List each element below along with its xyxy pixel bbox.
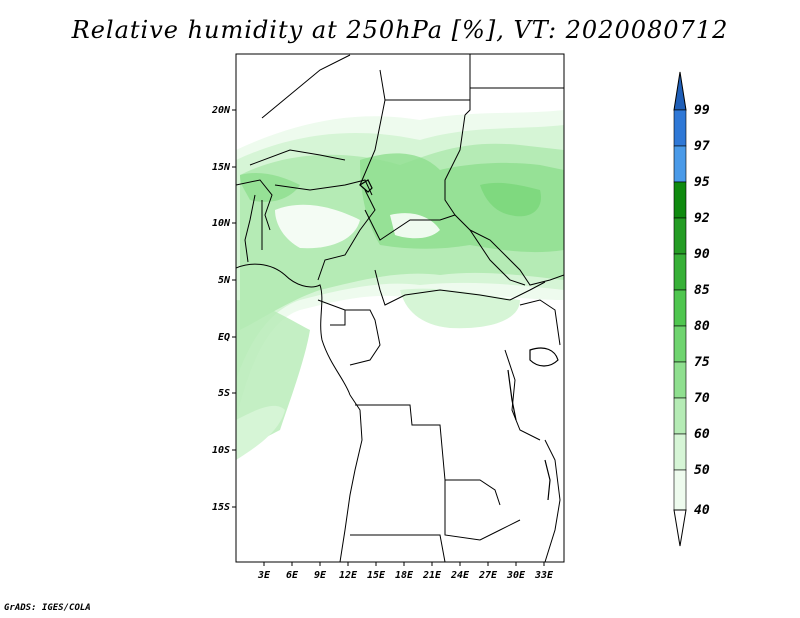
border-west-africa-2: [244, 194, 256, 263]
lat-tick-label: 15S: [212, 502, 230, 513]
border-libya-niger: [359, 69, 386, 186]
lon-tick-label: 18E: [395, 570, 414, 581]
lon-tick-label: 30E: [506, 570, 526, 581]
lon-tick-label: 15E: [367, 570, 386, 581]
lon-tick-label: 24E: [450, 570, 470, 581]
colorbar-label: 75: [694, 355, 710, 370]
colorbar-label: 95: [694, 175, 710, 190]
colorbar-label: 40: [694, 503, 710, 518]
colorbar-segment: [673, 325, 687, 363]
lat-tick-label: EQ: [218, 332, 230, 343]
lon-tick-label: 3E: [257, 570, 271, 581]
border-car-drc: [374, 269, 546, 306]
colorbar-segment: [673, 469, 687, 511]
humidity-field: [236, 54, 564, 562]
borders: [236, 54, 564, 562]
colorbar-segment: [673, 109, 687, 147]
colorbar-segment: [673, 217, 687, 255]
colorbar-segment: [673, 181, 687, 219]
lake-victoria: [529, 347, 559, 367]
map-frame: [235, 53, 565, 563]
border-chad-car: [364, 209, 526, 286]
border-chad-sudan: [444, 114, 466, 216]
lon-tick-label: 33E: [534, 570, 554, 581]
border-egypt-sudan: [464, 54, 471, 116]
rh-50-southwest: [236, 405, 285, 460]
border-niger-nigeria: [274, 179, 373, 196]
coast-gulf-of-guinea: [236, 263, 351, 396]
colorbar-segment: [673, 361, 687, 399]
lake-tanganyika: [507, 369, 517, 421]
colorbar-label: 50: [694, 463, 710, 478]
coast-east: [544, 439, 561, 562]
lake-chad: [358, 179, 373, 193]
colorbar-label: 90: [694, 247, 710, 262]
rh-40-congo: [400, 288, 520, 329]
lon-tick-label: 21E: [422, 570, 442, 581]
border-angola-zambia: [445, 479, 501, 506]
colorbar-label: 99: [694, 103, 710, 118]
lat-tick-label: 20N: [211, 105, 231, 116]
lat-tick-label: 10N: [212, 218, 231, 229]
colorbar-label: 92: [694, 211, 710, 226]
rh-80-region: [480, 182, 541, 217]
dry-patch-1: [275, 204, 360, 249]
lon-tick-label: 27E: [478, 570, 498, 581]
colorbar-segment: [673, 433, 687, 471]
border-namibia: [350, 534, 446, 562]
lat-axis: 20N 15N 10N 5N EQ 5S 10S 15S: [211, 105, 236, 513]
colorbar-label: 80: [694, 319, 710, 334]
lat-tick-label: 5N: [218, 275, 231, 286]
border-west-africa-1: [236, 179, 273, 231]
lake-malawi: [544, 459, 551, 501]
colorbar: 99 97 95 92 90 85 80 75 70 60 50 40: [673, 71, 710, 547]
lat-tick-label: 15N: [212, 162, 231, 173]
colorbar-label: 97: [694, 139, 710, 154]
border-drc-angola: [355, 404, 446, 481]
lon-tick-label: 6E: [286, 570, 299, 581]
colorbar-label: 85: [694, 283, 710, 298]
border-algeria-niger: [261, 54, 351, 119]
colorbar-label: 70: [694, 391, 710, 406]
rh-75-region: [240, 173, 300, 202]
border-mali-niger: [249, 149, 346, 166]
map-title: Relative humidity at 250hPa [%], VT: 202…: [71, 16, 729, 44]
colorbar-segment: [673, 397, 687, 435]
lon-tick-label: 9E: [314, 570, 327, 581]
border-congo: [345, 309, 381, 366]
colorbar-bottom-arrow: [673, 509, 687, 547]
lon-tick-label: 12E: [339, 570, 358, 581]
colorbar-top-arrow: [673, 71, 687, 111]
coast-angola: [339, 394, 363, 562]
lakes: [358, 179, 559, 501]
dry-patch-2: [390, 213, 440, 239]
border-zambia: [444, 480, 521, 541]
colorbar-label: 60: [694, 427, 710, 442]
colorbar-segment: [673, 289, 687, 327]
lon-axis: 3E 6E 9E 12E 15E 18E 21E 24E 27E 30E 33E: [257, 562, 554, 581]
border-lake-region: [504, 349, 541, 441]
border-uganda: [519, 299, 561, 346]
border-nigeria-cameroon: [317, 189, 376, 281]
lat-tick-label: 10S: [212, 445, 230, 456]
border-cameroon-gabon: [317, 299, 346, 326]
lat-tick-label: 5S: [218, 388, 230, 399]
grads-credit: GrADS: IGES/COLA: [4, 603, 91, 613]
border-sudan-east: [469, 229, 564, 286]
colorbar-segment: [673, 145, 687, 183]
colorbar-segment: [673, 253, 687, 291]
